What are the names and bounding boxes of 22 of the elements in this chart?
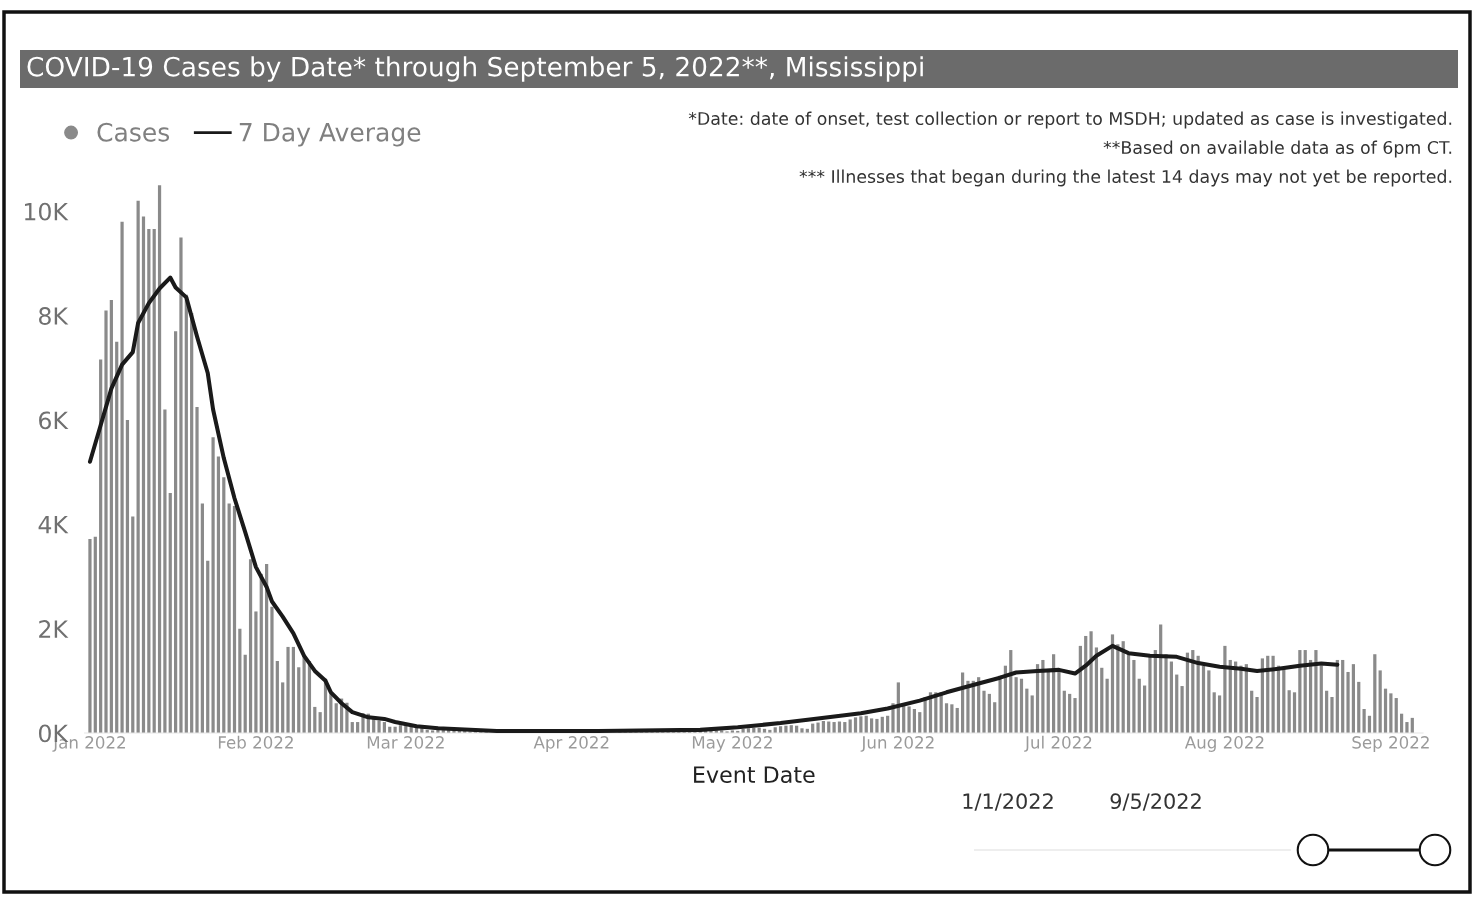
- text: *Date: date of onset, test collection or report to MSDH; updated as case is investigated.: [688, 111, 1452, 129]
- legend-label: Cases: [97, 122, 170, 142]
- x-tick-label: Feb 2022: [218, 735, 293, 749]
- y-tick-label: 6K: [39, 411, 69, 430]
- x-tick-label: Jul 2022: [1024, 735, 1092, 752]
- x-tick-label: Mar 2022: [367, 736, 444, 749]
- x-tick-label: Jun 2022: [860, 736, 934, 752]
- y-tick-label: 10K: [25, 202, 69, 221]
- text: 1/1/2022: [963, 793, 1053, 811]
- y-tick-label: 4K: [38, 516, 69, 534]
- text: 9/5/2022: [1110, 793, 1201, 811]
- legend-label: 7 Day Average: [239, 123, 421, 147]
- x-tick-label: May 2022: [692, 736, 772, 752]
- x-tick-label: Aug 2022: [1184, 736, 1264, 752]
- x-tick-label: Sep 2022: [1352, 736, 1429, 752]
- chart-title: COVID-19 Cases by Date* through September 5, 2022**, Mississippi: [27, 56, 923, 82]
- x-tick-label: Apr 2022: [533, 736, 609, 752]
- y-tick-label: 8K: [39, 307, 69, 325]
- text: **Based on available data as of 6pm CT.: [1103, 140, 1452, 158]
- annotation: *** Illnesses that began during the latest 14 days may not yet be reported.: [799, 169, 1452, 187]
- x-axis-title: Event Date: [694, 766, 815, 783]
- y-tick-label: 2K: [39, 620, 69, 638]
